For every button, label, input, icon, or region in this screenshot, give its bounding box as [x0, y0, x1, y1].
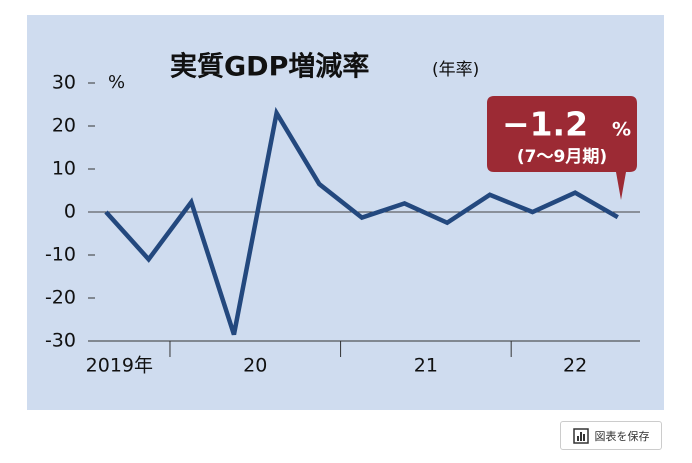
y-tick-label: -30	[45, 330, 76, 352]
chart-icon	[572, 427, 589, 444]
x-group-label: 20	[243, 355, 267, 377]
y-tick-label: 0	[64, 201, 76, 223]
y-tick-label: 10	[52, 158, 76, 180]
x-group-label: 2019年	[86, 355, 153, 377]
y-tick-label: -20	[45, 287, 76, 309]
data-line	[104, 106, 619, 336]
annotation-box	[487, 96, 637, 200]
annotation-value: −1.2	[502, 105, 588, 144]
chart-title: 実質GDP増減率	[170, 51, 369, 83]
chart-title-suffix: (年率)	[432, 60, 479, 80]
y-unit: %	[108, 72, 125, 93]
annotation-note: (7〜9月期)	[517, 147, 607, 167]
y-tick-label: 30	[52, 72, 76, 94]
save-chart-button[interactable]: 図表を保存	[560, 421, 662, 450]
x-group-label: 21	[414, 355, 438, 377]
annotation-unit: %	[612, 119, 631, 141]
save-chart-label: 図表を保存	[594, 429, 650, 443]
x-group-label: 22	[563, 355, 587, 377]
y-tick-label: 20	[52, 115, 76, 137]
y-tick-label: -10	[45, 244, 76, 266]
